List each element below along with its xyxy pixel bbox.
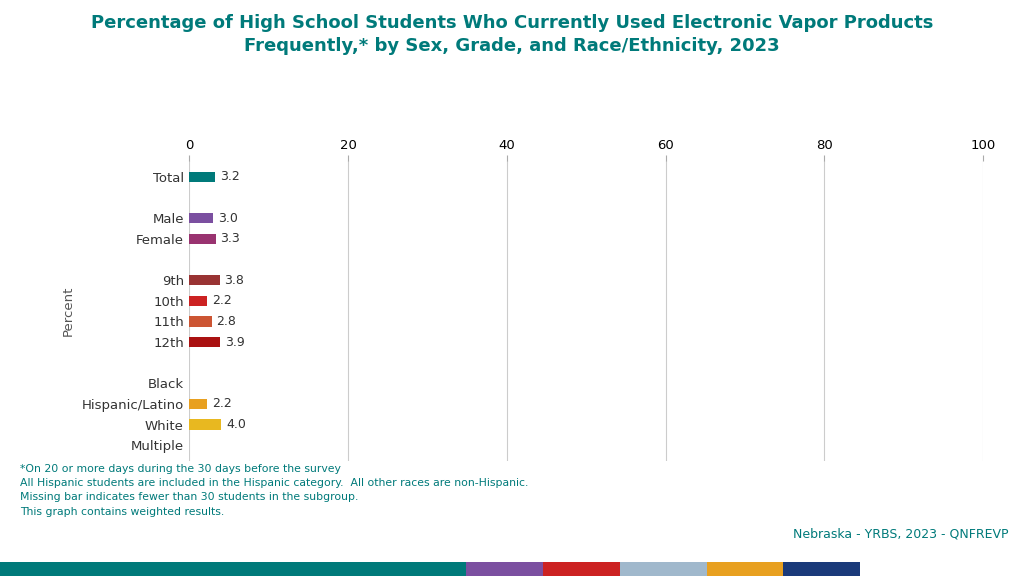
Text: 2.8: 2.8 (216, 315, 237, 328)
Bar (189, 172, 215, 182)
Text: 3.0: 3.0 (218, 211, 238, 225)
Bar (189, 234, 216, 244)
Bar (189, 316, 212, 327)
Bar (189, 419, 221, 430)
Text: *On 20 or more days during the 30 days before the survey
All Hispanic students a: *On 20 or more days during the 30 days b… (20, 464, 528, 517)
Text: 2.2: 2.2 (212, 397, 231, 411)
Text: 3.9: 3.9 (225, 336, 245, 348)
Text: 2.2: 2.2 (212, 294, 231, 307)
Text: Percentage of High School Students Who Currently Used Electronic Vapor Products: Percentage of High School Students Who C… (91, 14, 933, 32)
Bar (189, 337, 220, 347)
Bar (189, 295, 207, 306)
Bar (189, 399, 207, 409)
Text: 3.8: 3.8 (224, 274, 245, 286)
Text: 3.3: 3.3 (220, 232, 241, 245)
Y-axis label: Percent: Percent (61, 286, 75, 336)
Text: Nebraska - YRBS, 2023 - QNFREVP: Nebraska - YRBS, 2023 - QNFREVP (794, 527, 1009, 540)
Text: Frequently,* by Sex, Grade, and Race/Ethnicity, 2023: Frequently,* by Sex, Grade, and Race/Eth… (244, 37, 780, 55)
Text: 3.2: 3.2 (219, 170, 240, 183)
Text: 4.0: 4.0 (226, 418, 246, 431)
Bar (189, 275, 219, 285)
Bar (189, 213, 213, 223)
